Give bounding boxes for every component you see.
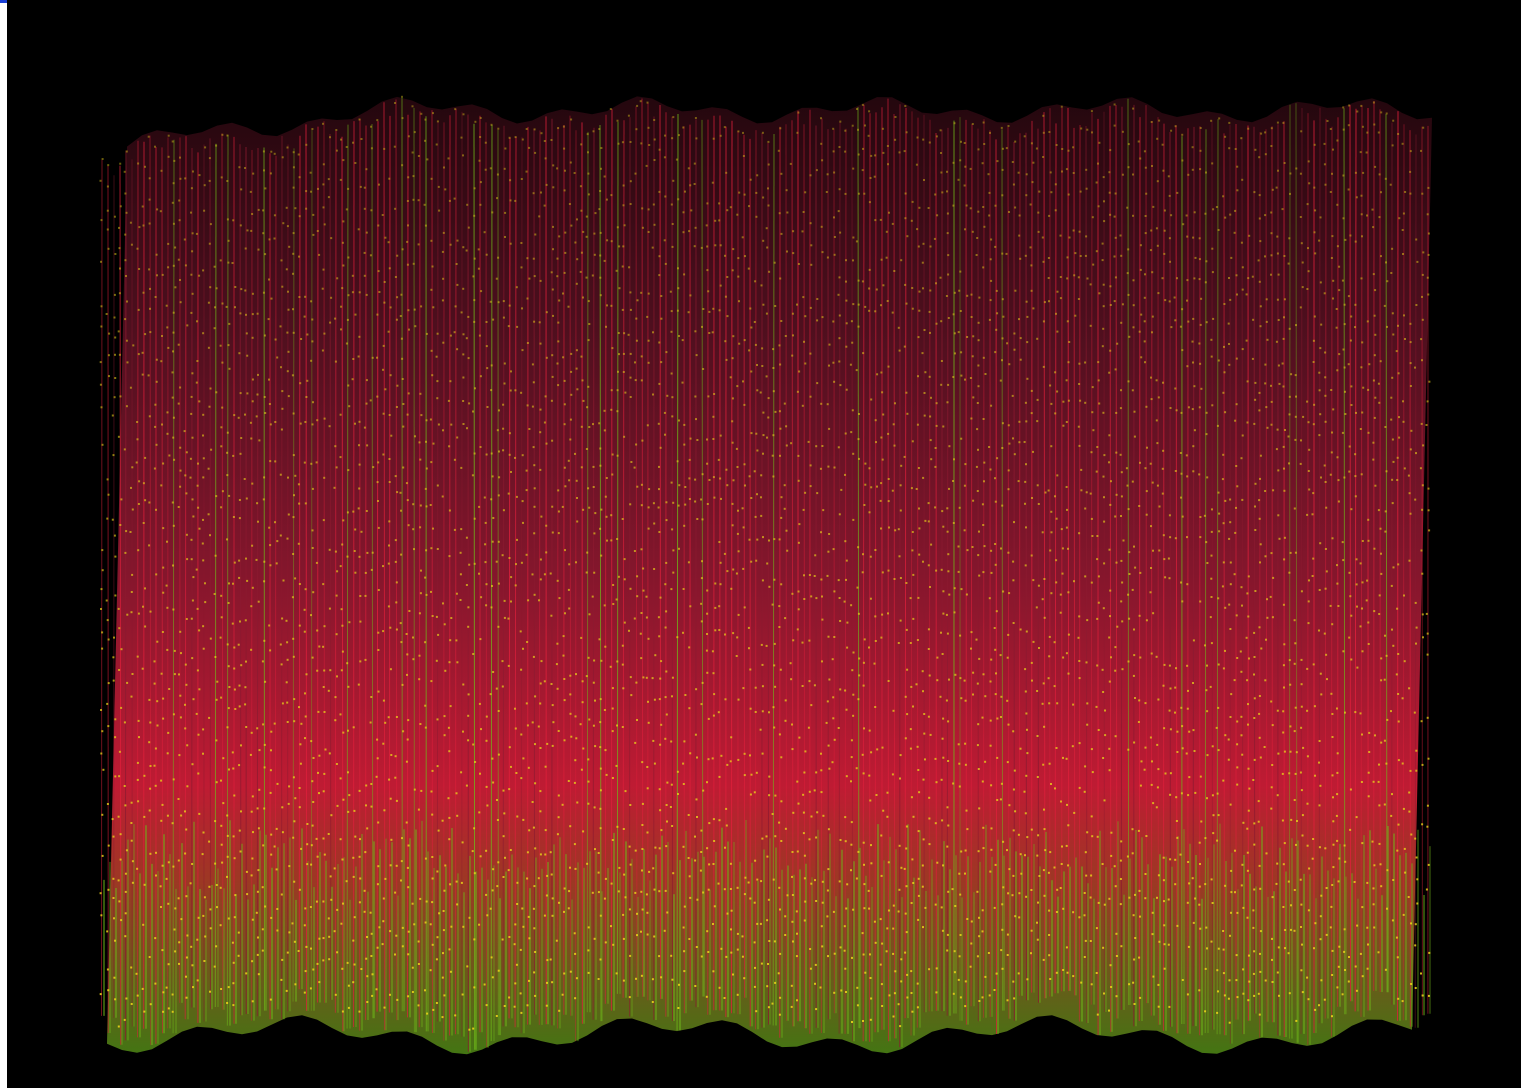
- point-cloud-mesh-icon: [99, 95, 1432, 1055]
- render-viewport[interactable]: [7, 0, 1521, 1088]
- window-edge: [0, 0, 7, 1088]
- mesh-vertices: [99, 95, 1431, 1031]
- mesh-lines: [100, 96, 1432, 1055]
